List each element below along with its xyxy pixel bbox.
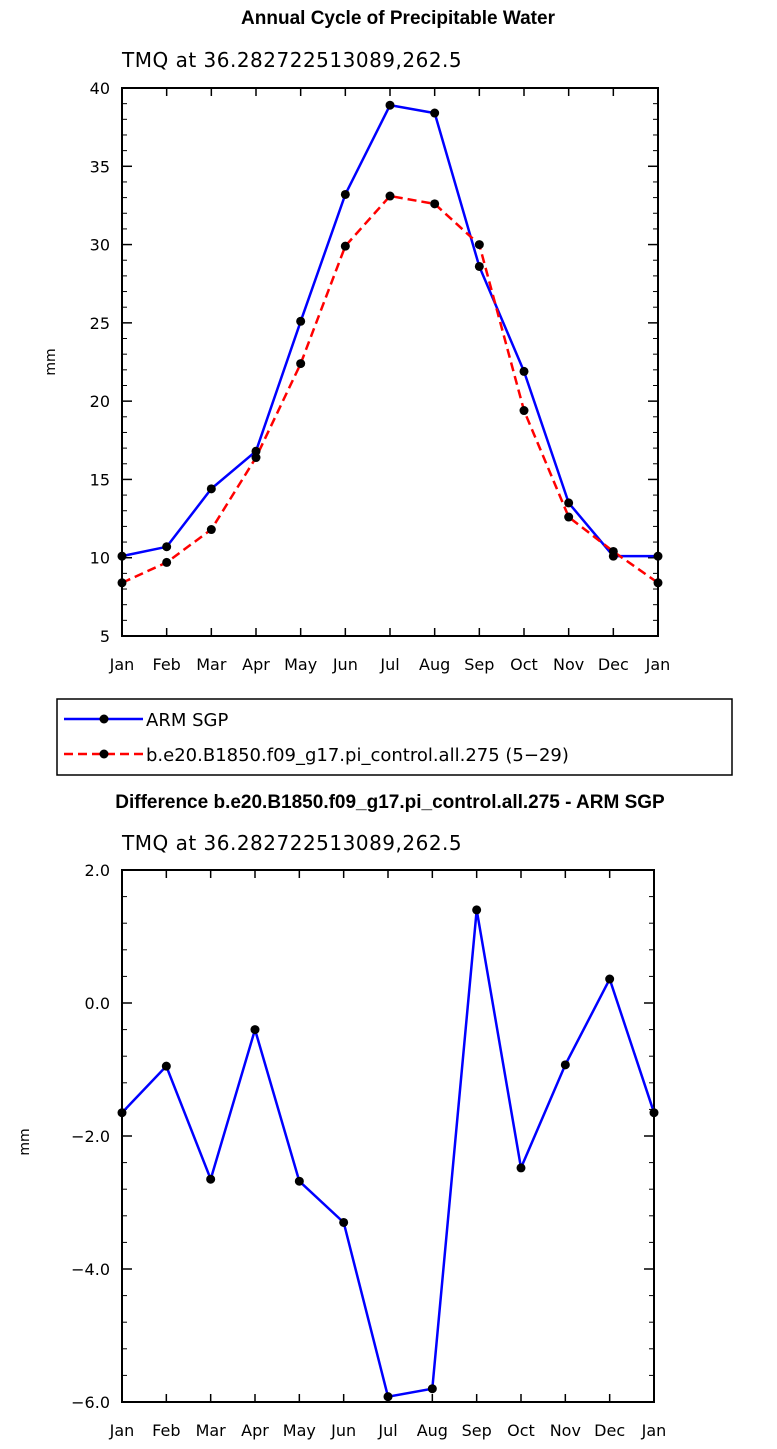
chart2-xtick-label: Apr [241,1421,269,1440]
chart1-ytick-label: 15 [90,470,110,489]
chart1-series2-point [340,241,350,251]
chart2-ylabel: mm [17,1128,33,1155]
chart1-series1-point [474,261,484,271]
chart2-xtick-label: Oct [507,1421,535,1440]
chart1-series1-point [296,316,306,326]
chart2-ytick-label: −2.0 [71,1127,110,1146]
chart1-xtick-label: Oct [510,655,538,674]
chart2-xtick-label: Nov [550,1421,581,1440]
chart2-series1-point [383,1392,393,1402]
chart1-xtick-label: Jan [109,655,135,674]
chart2-series1-point [161,1061,171,1071]
chart1-ytick-label: 5 [100,627,110,646]
chart2-series1-point [117,1108,127,1118]
chart1-series1-point [385,100,395,110]
chart1-series2-point [564,512,574,522]
chart1-title: Annual Cycle of Precipitable Water [241,8,556,29]
chart2-series1-point [472,905,482,915]
chart1-ytick-label: 40 [90,79,110,98]
legend-series1-marker [99,714,109,724]
chart2-xtick-label: Dec [594,1421,625,1440]
chart2-ytick-label: −6.0 [71,1393,110,1412]
chart1-xtick-label: Aug [419,655,450,674]
legend-series1-label: ARM SGP [146,710,228,731]
chart2-ytick-label: −4.0 [71,1260,110,1279]
chart1-subtitle: TMQ at 36.282722513089,262.5 [121,48,462,72]
chart2-series1-line [121,909,656,1399]
chart1-plot-frame [121,87,659,637]
chart1-ytick-label: 35 [90,157,110,176]
chart1-ytick-label: 30 [90,236,110,255]
chart2-series1-point [339,1217,349,1227]
chart2-series1-point [206,1174,216,1184]
chart1-series2-point [296,359,306,369]
chart1-xtick-label: Nov [553,655,584,674]
chart1-xtick-label: May [284,655,317,674]
chart2-xtick-label: Jun [330,1421,356,1440]
chart1-series1-point [206,484,216,494]
chart1-series2-point [519,406,529,416]
chart1-series2-point [653,578,663,588]
chart1-ytick-label: 25 [90,314,110,333]
chart2-xtick-label: Jan [109,1421,135,1440]
chart2-plot-frame [121,869,655,1403]
chart2-series1-point [605,974,615,984]
chart1-xtick-label: Apr [242,655,270,674]
chart1-xtick-label: Dec [598,655,629,674]
chart2-ytick-label: 0.0 [85,994,110,1013]
chart1-series1-point [162,542,172,552]
chart1-series1-point [430,108,440,118]
chart2-xtick-label: Jan [641,1421,667,1440]
chart1-series2-point [251,453,261,463]
chart2-xtick-label: Sep [462,1421,492,1440]
chart2-xtick-label: Jul [377,1421,397,1440]
chart2-ytick-label: 2.0 [85,861,110,880]
chart1-series2-point [608,546,618,556]
chart2-xtick-label: Mar [196,1421,227,1440]
chart1-series2-point [474,240,484,250]
chart1-xtick-label: Feb [153,655,181,674]
chart2-series1-point [294,1176,304,1186]
chart1-xtick-label: Jun [332,655,358,674]
chart1-ytick-label: 20 [90,392,110,411]
chart1-xtick-label: Mar [196,655,227,674]
chart1-series2-point [117,578,127,588]
chart1-series2-point [206,525,216,535]
chart1-series1-point [340,189,350,199]
chart2-subtitle: TMQ at 36.282722513089,262.5 [121,831,462,855]
chart1-ytick-label: 10 [90,549,110,568]
chart1-ylabel: mm [43,348,59,375]
chart1-series1-line [121,103,658,558]
chart1-series1-point [117,551,127,561]
chart1-series1-point [251,446,261,456]
chart1-series2-line [121,194,659,584]
chart1-series1-point [653,551,663,561]
chart1-series1-point [564,498,574,508]
chart2-series1-point [250,1025,260,1035]
chart1-xtick-label: Jan [645,655,671,674]
chart2-xtick-label: Aug [417,1421,448,1440]
chart2-series1-point [427,1384,437,1394]
chart2-series1-point [516,1163,526,1173]
chart1-xtick-label: Jul [379,655,399,674]
chart2-xtick-label: Feb [152,1421,180,1440]
chart1-series1-point [519,366,529,376]
chart2-series1-point [560,1060,570,1070]
chart2-title: Difference b.e20.B1850.f09_g17.pi_contro… [115,792,665,813]
chart1-series2-point [385,191,395,201]
chart1-series2-point [430,199,440,209]
chart1-series2-point [162,557,172,567]
legend-series2-marker [99,749,109,759]
legend-box [56,698,733,776]
legend-series2-label: b.e20.B1850.f09_g17.pi_control.all.275 (… [146,745,569,766]
chart2-series1-point [649,1108,659,1118]
chart1-xtick-label: Sep [464,655,494,674]
chart2-xtick-label: May [283,1421,316,1440]
